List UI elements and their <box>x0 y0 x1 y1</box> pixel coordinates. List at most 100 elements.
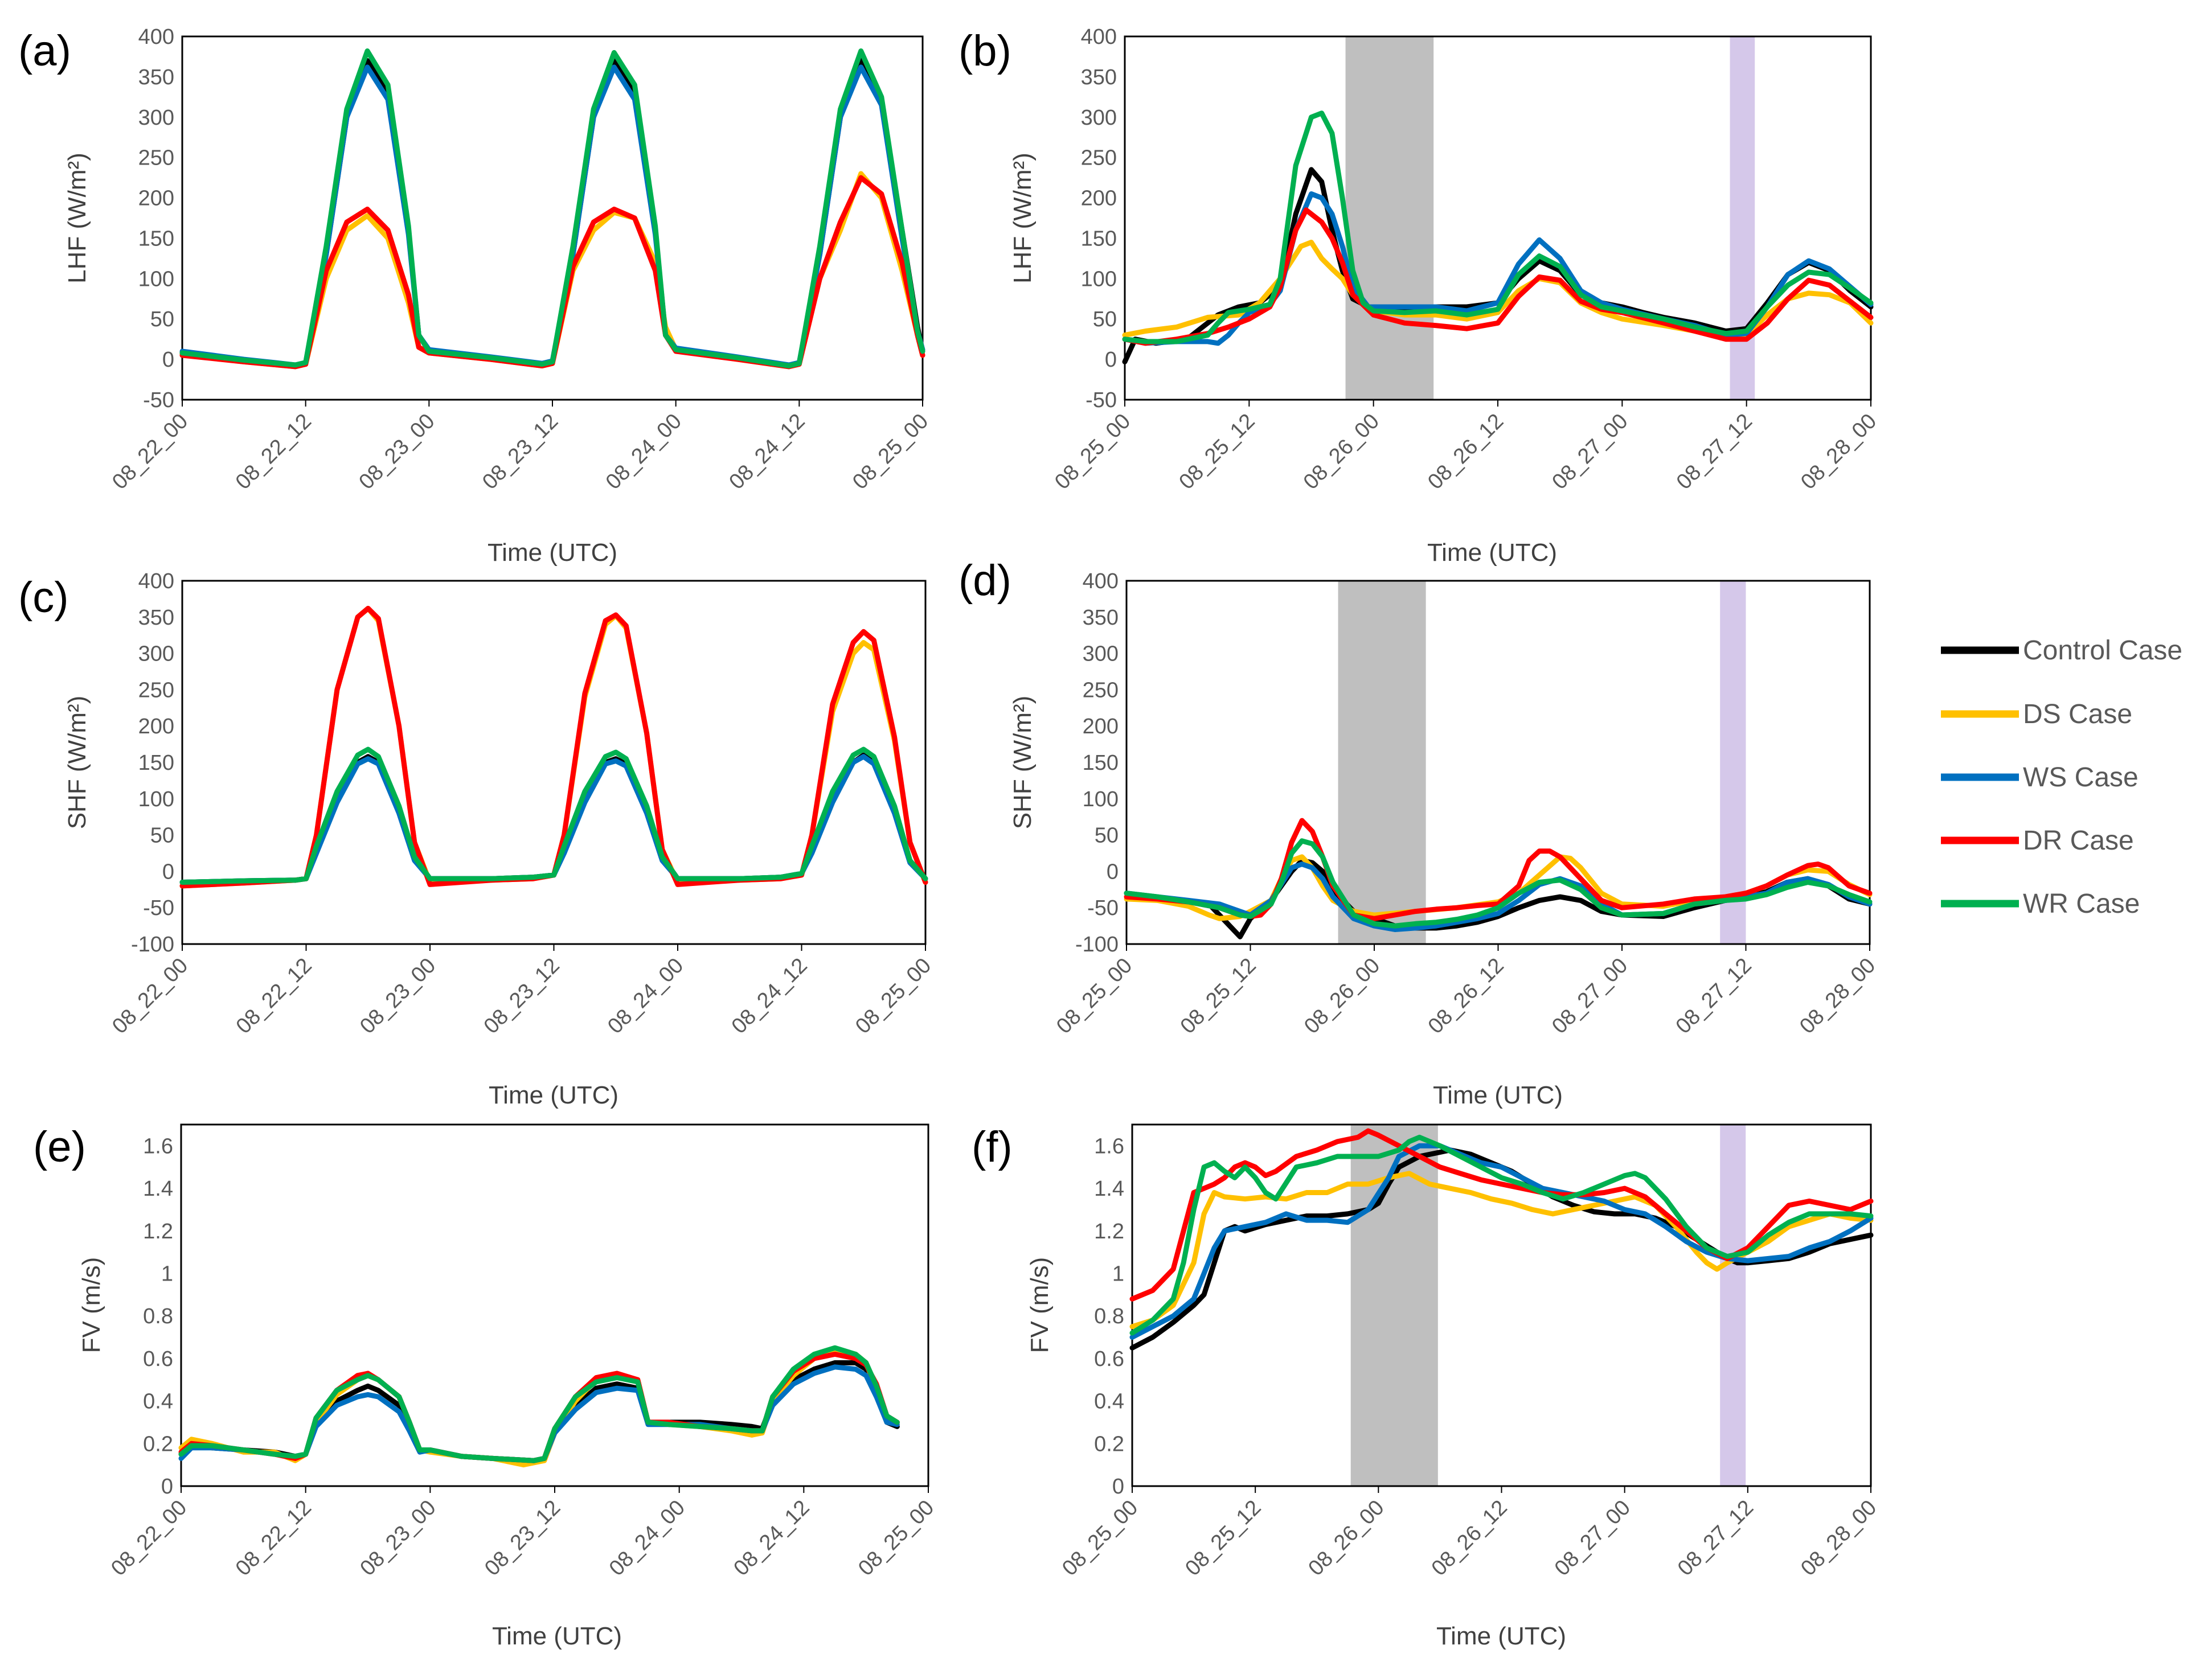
legend-label: DR Case <box>2023 826 2134 856</box>
panel-label: (e) <box>33 1123 86 1171</box>
panel-d: (d) -100 -50 0 50 100 150 200 250 300 350 400 08_2… <box>958 556 1880 1109</box>
legend-label: Control Case <box>2023 635 2182 666</box>
x-tick-label: 08_23_00 <box>354 409 439 494</box>
series-line-dr <box>179 175 925 370</box>
y-tick-label: 200 <box>138 187 174 211</box>
y-tick-label: 200 <box>1081 187 1117 211</box>
y-tick-label: 0 <box>1112 1475 1124 1499</box>
x-tick-label: 08_27_00 <box>1550 1496 1635 1581</box>
shaded-period <box>1730 36 1755 400</box>
panel-c: (c) -100 -50 0 50 100 150 200 250 300 350 400 08_2… <box>18 569 936 1109</box>
shaded-period <box>1720 581 1746 944</box>
panel-label: (f) <box>972 1123 1013 1171</box>
y-tick-label: 350 <box>1083 606 1119 630</box>
panel-f: (f) 0 0.2 0.4 0.6 0.8 1 1.2 1.4 1.6 08_25_00 08_2… <box>972 1123 1881 1650</box>
x-tick-label: 08_28_00 <box>1795 954 1880 1039</box>
x-tick-label: 08_26_00 <box>1304 1496 1388 1581</box>
y-axis-label: LHF (W/m²) <box>63 153 91 284</box>
y-axis-label: FV (m/s) <box>1026 1257 1054 1353</box>
y-tick-label: 0.4 <box>1094 1390 1124 1414</box>
y-tick-label: 0.4 <box>143 1390 173 1414</box>
y-tick-label: 50 <box>150 824 174 848</box>
y-axis-label: SHF (W/m²) <box>63 696 91 830</box>
y-tick-label: 150 <box>138 227 174 251</box>
legend-item-dr: DR Case <box>1941 826 2134 856</box>
x-axis-label: Time (UTC) <box>492 1622 622 1650</box>
y-tick-label: 100 <box>138 787 174 811</box>
y-tick-label: 400 <box>1083 569 1119 593</box>
y-tick-label: 1.2 <box>1094 1220 1124 1244</box>
y-tick-label: 400 <box>1081 25 1117 49</box>
y-tick-label: 1 <box>1112 1262 1124 1286</box>
x-tick-label: 08_27_12 <box>1672 409 1757 494</box>
series-line-wr <box>179 48 925 368</box>
x-tick-label: 08_24_12 <box>724 409 809 494</box>
series-line-dr <box>179 606 928 889</box>
x-tick-label: 08_24_12 <box>727 954 812 1039</box>
x-tick-label: 08_26_12 <box>1423 409 1508 494</box>
y-tick-label: 300 <box>138 642 174 666</box>
y-tick-label: 0 <box>162 860 174 884</box>
y-tick-label: 0.2 <box>1094 1432 1124 1456</box>
x-tick-label: 08_26_00 <box>1300 954 1384 1039</box>
y-tick-label: 0 <box>1105 348 1117 372</box>
x-tick-label: 08_22_12 <box>231 409 316 494</box>
y-tick-label: 1.4 <box>1094 1177 1124 1201</box>
x-tick-label: 08_25_00 <box>1052 954 1137 1039</box>
panel-label: (d) <box>958 556 1011 605</box>
y-tick-label: 50 <box>150 307 174 331</box>
y-tick-label: 1.6 <box>1094 1134 1124 1158</box>
y-axis-label: FV (m/s) <box>77 1257 105 1353</box>
x-axis-label: Time (UTC) <box>489 1081 618 1109</box>
series-line-dr <box>1124 818 1873 921</box>
y-tick-label: 250 <box>138 678 174 702</box>
series-line-wr <box>1124 838 1873 929</box>
x-tick-label: 08_23_00 <box>355 1496 440 1581</box>
y-tick-label: 200 <box>138 715 174 738</box>
series-line-control <box>1122 167 1874 364</box>
x-tick-label: 08_25_00 <box>848 409 933 494</box>
y-tick-label: 1.2 <box>143 1220 173 1244</box>
x-tick-label: 08_24_00 <box>601 409 686 494</box>
x-tick-label: 08_27_12 <box>1672 954 1756 1039</box>
y-tick-label: 250 <box>1081 146 1117 170</box>
y-tick-label: -50 <box>1085 388 1117 412</box>
x-axis-label: Time (UTC) <box>488 539 617 567</box>
x-tick-label: 08_28_00 <box>1796 409 1881 494</box>
series-line-wr <box>178 1345 900 1463</box>
legend-item-wr: WR Case <box>1941 889 2140 919</box>
y-tick-label: 0.6 <box>143 1347 173 1371</box>
x-tick-label: 08_22_00 <box>108 954 192 1039</box>
x-tick-label: 08_25_12 <box>1174 409 1259 494</box>
x-tick-label: 08_28_00 <box>1796 1496 1881 1581</box>
y-tick-label: 100 <box>138 267 174 291</box>
shaded-period <box>1338 581 1426 944</box>
y-tick-label: -50 <box>143 896 174 920</box>
legend: Control Case DS Case WS Case DR Case WR … <box>1941 635 2182 919</box>
x-tick-label: 08_25_00 <box>1050 409 1135 494</box>
y-tick-label: 1.4 <box>143 1177 173 1201</box>
y-tick-label: 1 <box>161 1262 173 1286</box>
x-tick-label: 08_22_12 <box>231 1496 316 1581</box>
y-tick-label: 150 <box>1083 751 1119 775</box>
y-tick-label: 100 <box>1083 787 1119 811</box>
series-line-dr <box>1122 207 1874 346</box>
x-tick-label: 08_26_12 <box>1427 1496 1512 1581</box>
x-tick-label: 08_22_00 <box>106 1496 191 1581</box>
x-tick-label: 08_24_12 <box>729 1496 814 1581</box>
x-tick-label: 08_25_00 <box>851 954 936 1039</box>
series-line-ds <box>1129 1171 1874 1330</box>
legend-label: WS Case <box>2023 762 2139 793</box>
x-tick-label: 08_23_12 <box>480 954 564 1039</box>
legend-item-ds: DS Case <box>1941 699 2132 729</box>
x-axis-label: Time (UTC) <box>1427 539 1557 567</box>
panel-label: (b) <box>958 27 1011 75</box>
legend-label: WR Case <box>2023 889 2140 919</box>
x-tick-label: 08_27_00 <box>1547 409 1632 494</box>
y-tick-label: 100 <box>1081 267 1117 291</box>
y-tick-label: -50 <box>1087 896 1119 920</box>
series-line-dr <box>1129 1128 1874 1302</box>
y-tick-label: 350 <box>138 65 174 89</box>
y-tick-label: -100 <box>131 933 174 957</box>
